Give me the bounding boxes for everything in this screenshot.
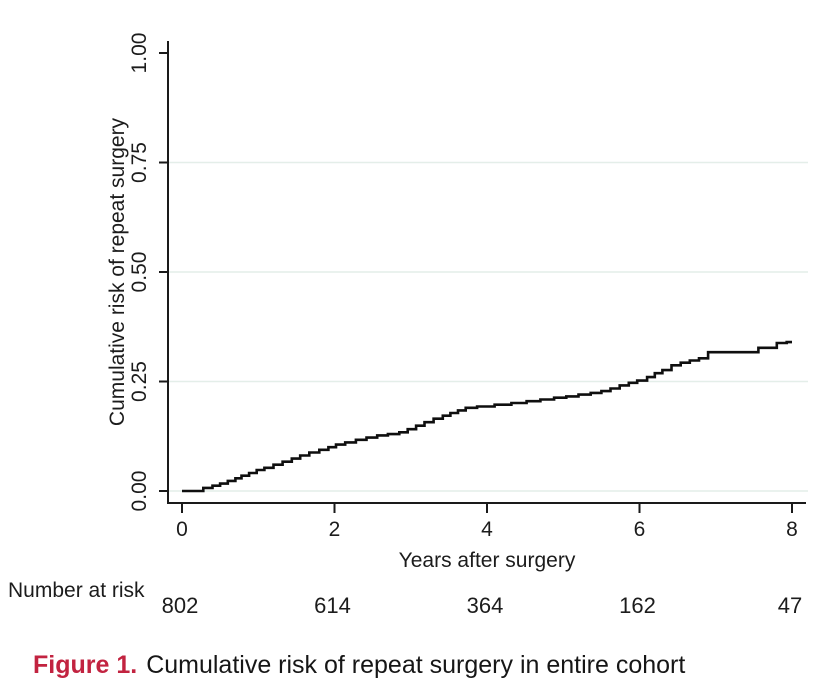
cumulative-risk-curve: [182, 340, 792, 493]
x-tick-label: 2: [329, 518, 341, 541]
x-tick-label: 6: [634, 518, 646, 541]
figure-caption-number: Figure 1.: [33, 651, 138, 679]
y-axis-title: Cumulative risk of repeat surgery: [106, 117, 129, 426]
x-tick-label: 8: [786, 518, 798, 541]
at-risk-count: 364: [467, 593, 504, 618]
figure-caption-text: Cumulative risk of repeat surgery in ent…: [146, 651, 686, 679]
y-tick-label: 0.00: [128, 471, 151, 512]
figure-caption: Figure 1. Cumulative risk of repeat surge…: [33, 650, 803, 681]
at-risk-count: 162: [619, 593, 656, 618]
x-axis-title: Years after surgery: [399, 549, 576, 572]
y-tick-label: 0.75: [128, 142, 151, 183]
x-tick-label: 4: [481, 518, 493, 541]
y-tick-label: 1.00: [128, 33, 151, 74]
km-chart: 0.00 0.25 0.50 0.75 1.00 0 2 4 6 8 802 614 364 162 47 C…: [8, 33, 808, 618]
x-tick-label: 0: [176, 518, 188, 541]
at-risk-count: 802: [162, 593, 199, 618]
y-tick-label: 0.25: [128, 361, 151, 402]
at-risk-count: 47: [778, 593, 802, 618]
y-tick-label: 0.50: [128, 252, 151, 293]
at-risk-count: 614: [314, 593, 351, 618]
number-at-risk-label: Number at risk: [8, 579, 145, 602]
